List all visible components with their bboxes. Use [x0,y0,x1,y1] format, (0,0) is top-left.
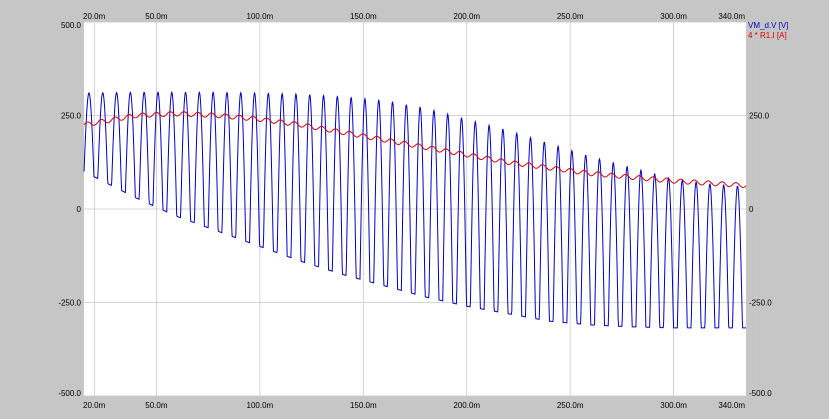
y-tick-label-left: 500.0 [61,21,82,30]
legend-entry-1: 4 * R1.I [A] [748,31,787,40]
y-tick-label-left: 250.0 [61,112,82,121]
legend-entry-0: VM_d.V [V] [748,21,788,30]
x-tick-label-bottom: 200.0m [453,401,480,410]
x-tick-label-top: 100.0m [247,12,274,21]
y-tick-label-left: -250.0 [58,299,81,308]
x-tick-label-top: 340.0m [718,12,745,21]
y-tick-label-left: -500.0 [58,389,81,398]
x-tick-label-bottom: 100.0m [247,401,274,410]
y-tick-labels-right: 250.0 0 -250.0 -500.0 [749,112,772,399]
x-tick-label-top: 250.0m [557,12,584,21]
series-group [83,90,747,329]
y-tick-labels-left: 500.0 250.0 0 -250.0 -500.0 [58,21,81,398]
x-tick-labels-top: 20.0m 50.0m 100.0m 150.0m 200.0m 250.0m 300.0m… [83,12,745,21]
grid [84,21,757,397]
x-tick-label-bottom: 250.0m [557,401,584,410]
x-tick-label-bottom: 20.0m [83,401,106,410]
x-tick-label-top: 200.0m [453,12,480,21]
x-tick-label-bottom: 340.0m [718,401,745,410]
x-tick-label-top: 300.0m [660,12,687,21]
y-tick-label-right: -250.0 [749,299,772,308]
y-tick-label-left: 0 [77,205,82,214]
series-line-0 [83,90,746,329]
y-tick-label-right: 250.0 [749,112,770,121]
x-tick-label-top: 50.0m [145,12,168,21]
x-tick-label-bottom: 150.0m [350,401,377,410]
x-tick-label-top: 20.0m [83,12,106,21]
x-tick-labels-bottom: 20.0m 50.0m 100.0m 150.0m 200.0m 250.0m 300.0m… [83,401,745,410]
x-tick-label-top: 150.0m [350,12,377,21]
y-tick-label-right: -500.0 [749,389,772,398]
x-tick-label-bottom: 50.0m [145,401,168,410]
series-line-1 [83,111,747,189]
x-tick-label-bottom: 300.0m [660,401,687,410]
y-tick-label-right: 0 [749,205,754,214]
legend: VM_d.V [V] 4 * R1.I [A] [748,21,788,40]
